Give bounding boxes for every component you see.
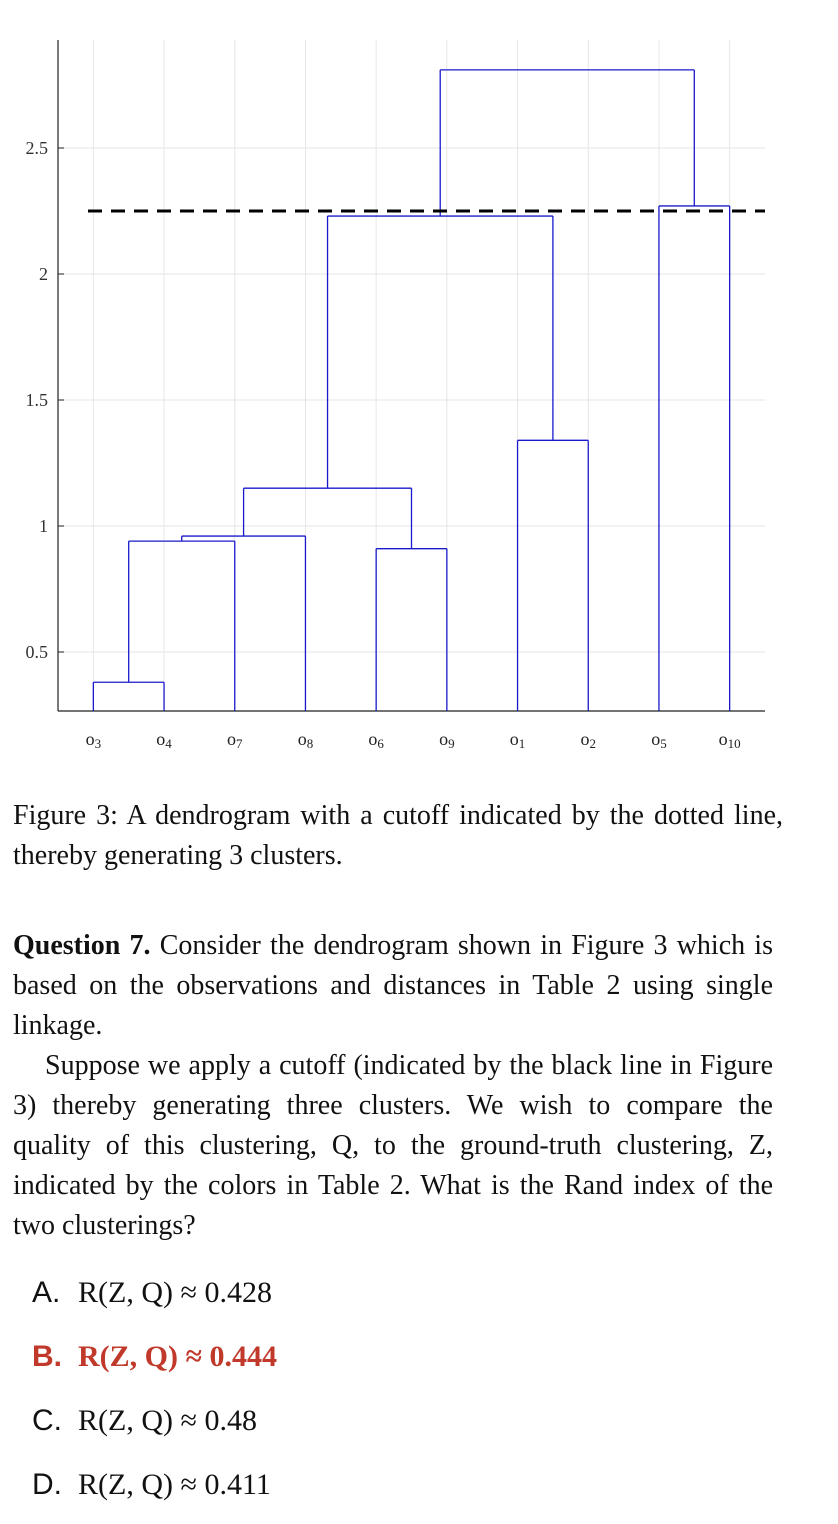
leaf-label: o8 <box>298 729 314 751</box>
answer-d[interactable]: D. R(Z, Q) ≈ 0.411 <box>32 1460 732 1524</box>
answer-c-text: R(Z, Q) ≈ 0.48 <box>78 1404 257 1437</box>
y-ticks: 0.5 1 1.5 2 2.5 <box>26 138 64 662</box>
dendrogram-links <box>92 69 731 711</box>
leaf-label: o6 <box>368 729 384 751</box>
leaf-label: o2 <box>581 729 597 751</box>
grid <box>58 40 765 711</box>
answer-a[interactable]: A. R(Z, Q) ≈ 0.428 <box>32 1268 732 1332</box>
leaf-labels: o3 o4 o7 o8 o6 o9 o1 o2 o5 o10 <box>86 729 741 751</box>
answer-b[interactable]: B. R(Z, Q) ≈ 0.444 <box>32 1332 732 1396</box>
question-lead: Question 7. <box>13 930 151 961</box>
question-paragraph-2: Suppose we apply a cutoff (indicated by … <box>13 1050 773 1241</box>
leaf-label: o5 <box>651 729 667 751</box>
leaf-label: o10 <box>719 729 741 751</box>
leaf-label: o7 <box>227 729 243 751</box>
axes <box>57 40 765 712</box>
answer-b-text: R(Z, Q) ≈ 0.444 <box>78 1340 277 1373</box>
dendrogram-chart: 0.5 1 1.5 2 2.5 o3 o4 o7 o8 o6 o9 o1 o2 o5 o10 <box>26 40 765 751</box>
leaf-label: o4 <box>156 729 172 751</box>
question-paragraph-1: Consider the dendrogram shown in Figure … <box>13 930 773 1041</box>
answer-d-letter: D. <box>32 1468 62 1501</box>
y-tick-label: 2.5 <box>26 138 49 158</box>
answer-d-text: R(Z, Q) ≈ 0.411 <box>78 1468 271 1501</box>
leaf-label: o3 <box>86 729 102 751</box>
answer-a-text: R(Z, Q) ≈ 0.428 <box>78 1276 272 1309</box>
answer-b-letter: B. <box>32 1340 62 1373</box>
answer-c[interactable]: C. R(Z, Q) ≈ 0.48 <box>32 1396 732 1460</box>
figure-caption: Figure 3: A dendrogram with a cutoff ind… <box>13 800 783 871</box>
question-text: Question 7. Consider the dendrogram show… <box>13 926 773 1246</box>
answer-list: A. R(Z, Q) ≈ 0.428 B. R(Z, Q) ≈ 0.444 C. R(… <box>32 1268 732 1524</box>
y-tick-label: 2 <box>39 264 48 284</box>
answer-c-letter: C. <box>32 1404 62 1437</box>
y-tick-label: 1 <box>39 516 48 536</box>
leaf-label: o1 <box>510 729 526 751</box>
y-tick-label: 1.5 <box>26 390 49 410</box>
y-tick-label: 0.5 <box>26 642 49 662</box>
leaf-label: o9 <box>439 729 455 751</box>
answer-a-letter: A. <box>32 1276 61 1309</box>
